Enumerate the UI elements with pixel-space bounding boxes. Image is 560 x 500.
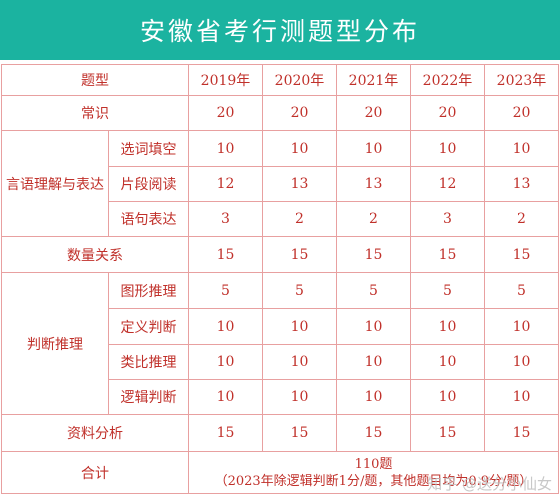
total-note: （2023年除逻辑判断1分/题，其他题目均为0.9分/题） [214,473,533,489]
cell-value: 15 [410,236,485,273]
cell-value: 13 [484,166,559,202]
table-row: 语句表达 3 2 2 3 2 [2,201,559,237]
cell-value: 20 [188,95,263,131]
cell-value: 10 [336,130,411,167]
table-header-row: 题型 2019年 2020年 2021年 2022年 2023年 [1,64,559,96]
question-type-table: 题型 2019年 2020年 2021年 2022年 2023年 常识 20 2… [1,64,559,494]
cell-value: 12 [188,166,263,202]
cell-value: 12 [410,166,485,202]
cell-value: 20 [410,95,485,131]
row-label-yanyu: 言语理解与表达 [1,130,109,237]
cell-value: 13 [336,166,411,202]
table-row: 言语理解与表达 选词填空 10 10 10 10 10 [1,130,559,237]
cell-value: 20 [262,95,337,131]
cell-value: 5 [410,272,485,309]
sub-label: 类比推理 [108,344,189,380]
cell-value: 15 [262,414,337,452]
header-year: 2022年 [410,64,485,96]
cell-value: 15 [484,236,559,273]
cell-value: 10 [484,379,559,415]
cell-value: 20 [336,95,411,131]
cell-value: 10 [336,308,411,345]
cell-value: 10 [410,344,485,380]
row-label-panduan: 判断推理 [1,272,109,415]
cell-value: 20 [484,95,559,131]
cell-value: 15 [262,236,337,273]
table-row: 常识 20 20 20 20 20 [1,95,559,131]
sub-label: 语句表达 [108,201,189,237]
header-year: 2019年 [188,64,263,96]
header-year: 2023年 [484,64,559,96]
cell-value: 2 [484,201,559,237]
cell-value: 15 [336,236,411,273]
sub-label: 逻辑判断 [108,379,189,415]
cell-value: 10 [336,379,411,415]
cell-value: 15 [188,414,263,452]
header-year: 2021年 [336,64,411,96]
cell-value: 5 [188,272,263,309]
cell-value: 10 [262,308,337,345]
cell-value: 10 [336,344,411,380]
cell-value: 15 [336,414,411,452]
table-total-row: 合计 110题 （2023年除逻辑判断1分/题，其他题目均为0.9分/题） [1,451,559,494]
cell-value: 5 [336,272,411,309]
page-title: 安徽省考行测题型分布 [0,0,560,60]
cell-value: 15 [188,236,263,273]
table-row: 片段阅读 12 13 13 12 13 [2,166,559,202]
cell-value: 15 [410,414,485,452]
cell-value: 15 [484,414,559,452]
cell-value: 10 [262,344,337,380]
cell-value: 10 [410,379,485,415]
table-row: 类比推理 10 10 10 10 10 [2,344,559,380]
sub-label: 图形推理 [108,272,189,309]
row-label-changshi: 常识 [1,95,189,131]
total-cell: 110题 （2023年除逻辑判断1分/题，其他题目均为0.9分/题） [188,451,559,494]
cell-value: 3 [188,201,263,237]
cell-value: 10 [188,308,263,345]
table-row: 定义判断 10 10 10 10 10 [2,308,559,345]
total-count: 110题 [354,456,393,472]
row-label-total: 合计 [1,451,189,494]
table-row: 逻辑判断 10 10 10 10 10 [2,379,559,415]
cell-value: 10 [484,344,559,380]
cell-value: 10 [262,379,337,415]
watermark: 知乎 @送分小仙女 [427,475,552,493]
table-row: 判断推理 图形推理 5 5 5 5 5 [1,272,559,415]
cell-value: 10 [410,308,485,345]
sub-label: 选词填空 [108,130,189,167]
header-year: 2020年 [262,64,337,96]
sub-label: 片段阅读 [108,166,189,202]
cell-value: 10 [484,130,559,167]
table-row: 资料分析 15 15 15 15 15 [1,414,559,452]
cell-value: 10 [188,379,263,415]
cell-value: 13 [262,166,337,202]
cell-value: 2 [336,201,411,237]
cell-value: 3 [410,201,485,237]
header-type-label: 题型 [1,64,189,96]
cell-value: 10 [410,130,485,167]
sub-label: 定义判断 [108,308,189,345]
cell-value: 5 [484,272,559,309]
cell-value: 10 [262,130,337,167]
cell-value: 2 [262,201,337,237]
cell-value: 10 [188,130,263,167]
cell-value: 5 [262,272,337,309]
table-row: 数量关系 15 15 15 15 15 [1,236,559,273]
cell-value: 10 [484,308,559,345]
cell-value: 10 [188,344,263,380]
row-label-shuliang: 数量关系 [1,236,189,273]
row-label-ziliao: 资料分析 [1,414,189,452]
